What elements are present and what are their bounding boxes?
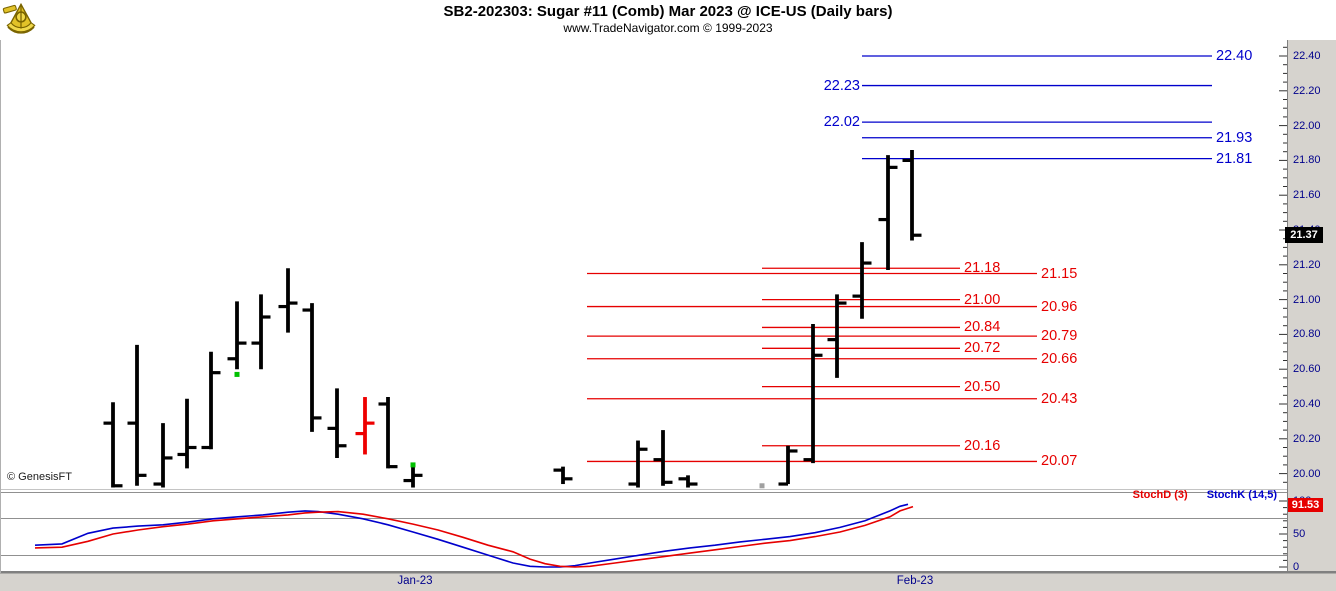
chart-title: SB2-202303: Sugar #11 (Comb) Mar 2023 @ …: [443, 3, 893, 20]
last-price-badge: 21.37: [1285, 227, 1323, 243]
chart-subtitle: www.TradeNavigator.com © 1999-2023: [563, 21, 773, 35]
stochastic-pane[interactable]: [0, 492, 1287, 571]
tradenavigator-logo-icon: [2, 1, 40, 35]
stochd-legend-label: StochD (3): [1132, 489, 1188, 501]
stoch-legend: StochD (3) StochK (14,5): [0, 489, 1277, 501]
price-pane[interactable]: [0, 40, 1287, 489]
price-scale-strip[interactable]: [1288, 40, 1336, 573]
time-axis-strip[interactable]: [0, 573, 1336, 591]
stochk-legend-label: StochK (14,5): [1206, 489, 1277, 501]
genesisft-watermark: © GenesisFT: [7, 471, 72, 483]
stoch-value-badge: 91.53: [1288, 498, 1323, 512]
